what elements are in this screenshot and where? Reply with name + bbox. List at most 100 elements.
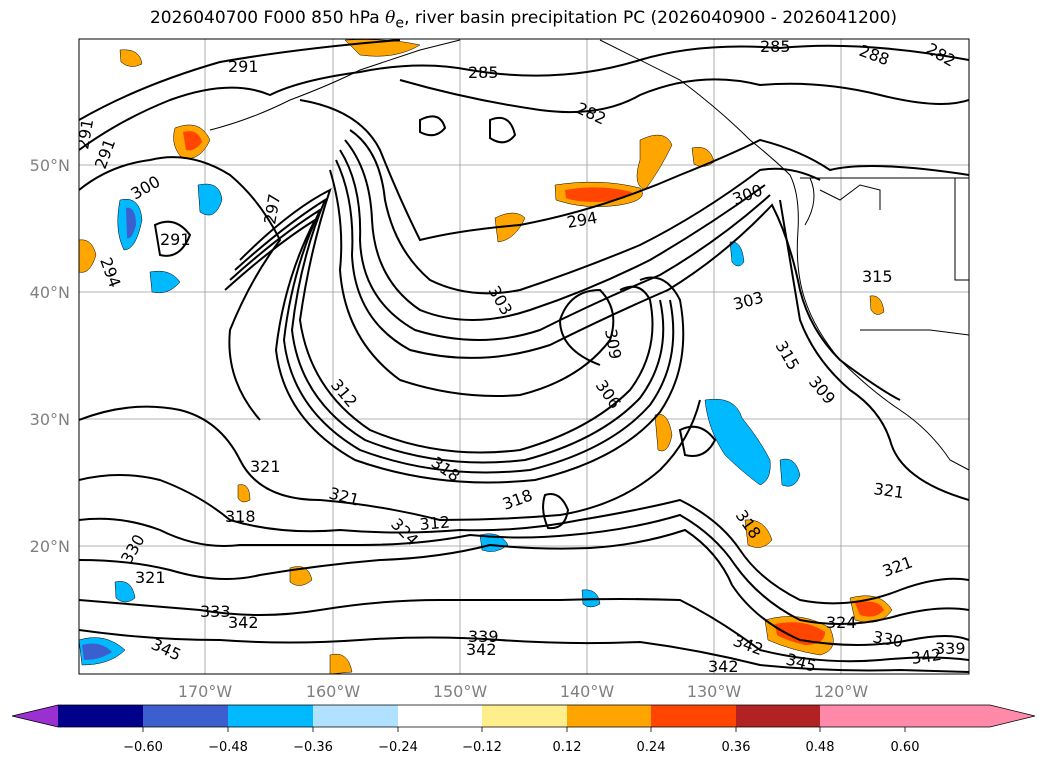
shade-positive — [636, 134, 673, 191]
contour-label: 339 — [468, 627, 499, 646]
contour-label: 291 — [160, 230, 191, 249]
contour-label: 321 — [872, 479, 905, 502]
colorbar-segment — [58, 705, 143, 727]
contour-line — [79, 528, 969, 646]
colorbar-tick-label: 0.24 — [637, 740, 666, 755]
colorbar-tick-label: −0.48 — [208, 740, 248, 755]
contour-label: 318 — [225, 507, 256, 526]
colorbar-segment — [820, 705, 905, 727]
contour-line — [349, 129, 821, 295]
contour-label: 291 — [73, 117, 97, 150]
shade-negative — [149, 270, 181, 294]
lat-tick-label: 40°N — [30, 283, 70, 302]
contour-closed — [678, 425, 717, 457]
contour-line — [299, 99, 969, 242]
contour-line — [399, 78, 969, 114]
lon-tick-label: 150°W — [433, 682, 488, 701]
colorbar: −0.60 −0.48 −0.36 −0.24 −0.12 0.12 0.24 … — [11, 704, 1036, 755]
contour-line — [79, 598, 969, 663]
contour-line — [224, 217, 685, 484]
colorbar-segment — [482, 705, 567, 727]
contour-closed — [419, 115, 447, 137]
theta-subscript: e — [395, 15, 405, 32]
contour-line — [79, 156, 282, 421]
colorbar-outline — [11, 704, 1036, 728]
colorbar-tick-label: 0.48 — [806, 740, 835, 755]
shade-strong-positive — [565, 187, 632, 202]
colorbar-segment — [398, 705, 482, 727]
shade-positive — [494, 212, 526, 243]
contour-closed — [153, 220, 192, 257]
shade-positive — [289, 566, 313, 586]
contour-label: 339 — [935, 639, 966, 658]
shade-strong-negative — [82, 643, 112, 660]
coastline-alaska — [209, 39, 461, 131]
shade-positive — [79, 239, 97, 273]
shade-positive — [329, 653, 353, 674]
contour-line — [229, 207, 675, 474]
contour-line — [779, 199, 969, 501]
shade-positive — [744, 519, 773, 548]
lon-axis: 170°W 160°W 150°W 140°W 130°W 120°W — [178, 682, 869, 701]
theta-e-contours — [79, 39, 969, 673]
shade-negative — [779, 458, 801, 487]
colorbar-extend-low — [12, 705, 58, 727]
coastline-na-west — [599, 39, 969, 471]
colorbar-tick-label: −0.12 — [462, 740, 502, 755]
contour-label: 315 — [862, 267, 893, 286]
colorbar-segment — [736, 705, 820, 727]
contour-label: 342 — [708, 657, 739, 676]
colorbar-segment — [567, 705, 651, 727]
colorbar-tick-label: 0.12 — [553, 740, 582, 755]
map-background — [79, 39, 969, 674]
shade-positive — [237, 484, 251, 503]
border-us-mexico — [860, 329, 969, 336]
shade-negative — [729, 241, 745, 267]
contour-line — [79, 513, 969, 625]
contour-line — [79, 44, 969, 151]
lat-tick-label: 50°N — [30, 156, 70, 175]
contour-label: 324 — [826, 613, 857, 632]
precip-shading — [79, 39, 893, 674]
contour-label: 333 — [200, 602, 231, 621]
contour-label: 342 — [228, 613, 259, 632]
shade-strong-negative — [126, 207, 136, 239]
shade-negative — [704, 398, 771, 486]
colorbar-segment — [651, 705, 736, 727]
border-states — [954, 178, 969, 281]
lon-tick-label: 160°W — [306, 682, 361, 701]
shade-negative — [197, 183, 223, 216]
contour-line — [79, 399, 701, 522]
shade-strong-positive — [855, 601, 884, 617]
contour-label: 342 — [910, 645, 943, 668]
title-prefix: 2026040700 F000 850 hPa — [149, 8, 386, 28]
colorbar-segment — [143, 705, 228, 727]
shade-positive — [654, 413, 673, 452]
contour-label: 321 — [135, 568, 166, 587]
contour-line — [329, 169, 615, 397]
lat-tick-label: 30°N — [30, 410, 70, 429]
colorbar-tick-label: 0.60 — [891, 740, 920, 755]
lon-tick-label: 140°W — [560, 682, 615, 701]
contour-line — [79, 629, 969, 673]
contour-line — [79, 39, 401, 121]
lat-axis: 20°N 30°N 40°N 50°N — [30, 156, 70, 556]
shade-positive — [869, 295, 885, 315]
lon-tick-label: 120°W — [814, 682, 869, 701]
contour-label: 291 — [228, 57, 259, 76]
colorbar-tick-label: −0.24 — [378, 740, 418, 755]
contour-closed — [489, 116, 517, 144]
contour-label: 285 — [468, 63, 499, 82]
colorbar-tick-label: −0.36 — [293, 740, 333, 755]
contour-label: 321 — [250, 457, 281, 476]
map-frame — [78, 38, 970, 675]
page-title: 2026040700 F000 850 hPa θe, river basin … — [0, 8, 1047, 31]
contour-line — [339, 149, 771, 341]
contour-line — [234, 197, 665, 464]
contour-label: 342 — [466, 640, 497, 659]
colorbar-segment — [228, 705, 313, 727]
shade-strong-positive — [775, 622, 825, 645]
contour-line — [239, 188, 654, 454]
shade-positive — [119, 49, 143, 67]
